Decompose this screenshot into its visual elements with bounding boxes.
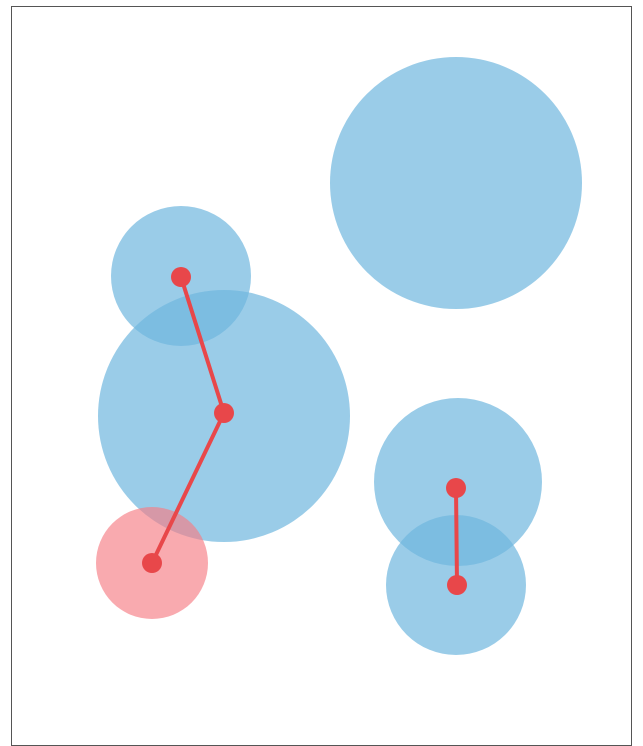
edge-node-d-node-e — [454, 486, 459, 587]
node-e[interactable] — [447, 575, 467, 595]
node-c[interactable] — [142, 553, 162, 573]
node-b[interactable] — [214, 403, 234, 423]
bubble-diagram — [96, 57, 582, 655]
edge-node-a-node-b — [179, 275, 226, 415]
edge-node-b-node-c — [150, 411, 226, 565]
nodes-layer — [142, 267, 467, 595]
node-a[interactable] — [171, 267, 191, 287]
node-d[interactable] — [446, 478, 466, 498]
bubbles-layer — [96, 57, 582, 655]
edges-layer — [150, 275, 459, 587]
bubble-large-top-right — [330, 57, 582, 309]
